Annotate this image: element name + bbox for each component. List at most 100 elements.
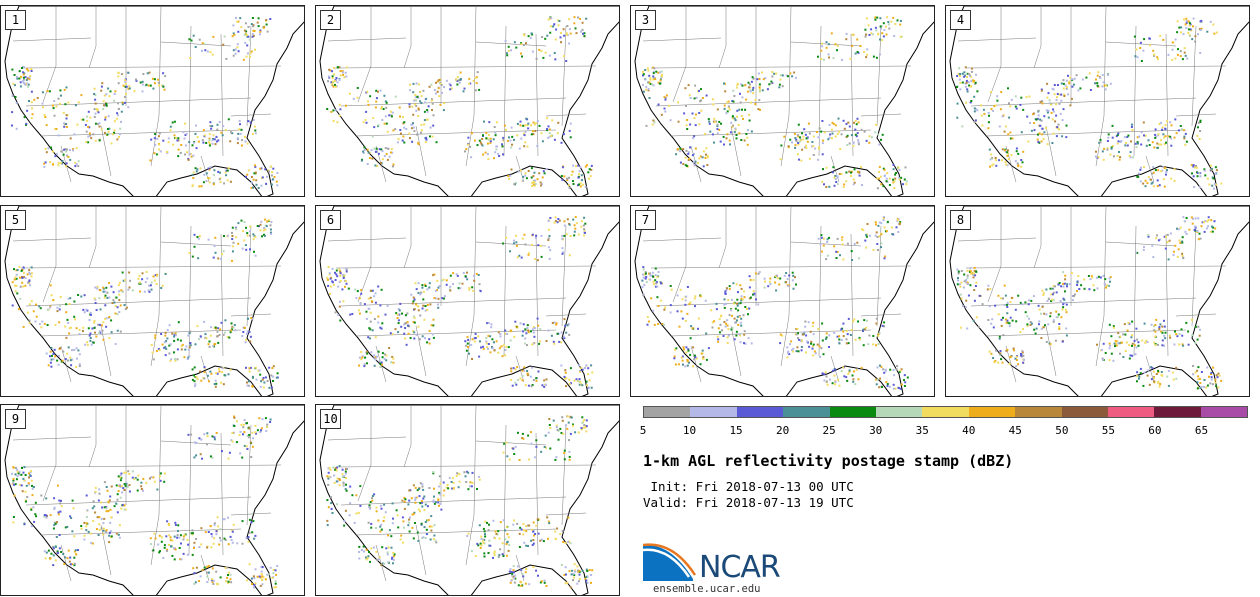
reflectivity-map [319, 6, 619, 196]
colorbar-tick-label: 10 [682, 424, 697, 437]
state-boundary [327, 37, 407, 42]
coastline-outline [949, 206, 1249, 396]
state-boundary [12, 436, 92, 441]
state-boundary [545, 512, 587, 516]
colorbar-tick-label: 60 [1148, 424, 1162, 437]
state-boundary [965, 265, 1227, 269]
colorbar-tick-label: 20 [775, 424, 790, 437]
state-boundary [957, 37, 1037, 42]
coastline-outline [319, 6, 619, 196]
state-boundary [860, 113, 902, 117]
state-boundary [1145, 155, 1155, 183]
state-boundary [20, 265, 282, 269]
state-boundary [40, 329, 242, 337]
state-boundary [42, 6, 57, 103]
member-number-label: 3 [635, 10, 656, 30]
state-boundary [220, 432, 224, 556]
colorbar-tick-label: 55 [1101, 424, 1115, 437]
colorbar-segment [1154, 407, 1201, 417]
state-boundary [850, 233, 854, 357]
state-boundary [655, 297, 882, 307]
state-boundary [690, 145, 702, 183]
state-boundary [1105, 241, 1177, 247]
state-boundary [100, 125, 112, 177]
ensemble-member-panel: 5 [0, 205, 305, 397]
state-boundary [718, 6, 727, 69]
member-number-label: 7 [635, 210, 656, 230]
state-boundary [335, 265, 597, 269]
state-boundary [465, 6, 477, 167]
colorbar-tick-label: 35 [915, 424, 929, 437]
state-boundary [1165, 233, 1169, 357]
state-boundary [1033, 6, 1042, 69]
state-boundary [188, 424, 192, 556]
state-boundary [970, 297, 1197, 307]
state-boundary [415, 325, 427, 377]
state-boundary [850, 33, 854, 157]
state-boundary [335, 65, 597, 69]
colorbar-tick-label: 65 [1194, 424, 1209, 437]
ensemble-member-panel: 3 [630, 5, 935, 197]
reflectivity-map [319, 206, 619, 396]
state-boundary [25, 97, 252, 107]
state-boundary [1045, 325, 1057, 377]
state-boundary [503, 25, 507, 157]
coastline-outline [4, 405, 304, 595]
state-boundary [1175, 313, 1217, 317]
state-boundary [403, 6, 412, 69]
state-boundary [25, 496, 252, 506]
state-boundary [876, 25, 882, 127]
state-boundary [42, 405, 57, 502]
member-number-label: 2 [320, 10, 341, 30]
state-boundary [1175, 113, 1217, 117]
state-boundary [403, 405, 412, 468]
reflectivity-echoes [326, 16, 593, 189]
state-boundary [670, 329, 872, 337]
state-boundary [335, 464, 597, 468]
state-boundary [150, 6, 162, 167]
state-boundary [88, 206, 97, 269]
website-url[interactable]: ensemble.ucar.edu [653, 583, 761, 595]
state-boundary [655, 97, 882, 107]
state-boundary [535, 432, 539, 556]
reflectivity-echoes [326, 415, 594, 589]
colorbar-segment [829, 407, 876, 417]
coastline-outline [4, 6, 304, 196]
state-boundary [985, 129, 1187, 137]
state-boundary [327, 237, 407, 242]
state-boundary [970, 97, 1197, 107]
state-boundary [357, 6, 372, 103]
state-boundary [200, 355, 210, 383]
state-boundary [357, 206, 372, 303]
state-boundary [375, 544, 387, 582]
member-number-label: 1 [5, 10, 26, 30]
state-boundary [1033, 206, 1042, 269]
state-boundary [780, 206, 792, 367]
state-boundary [230, 113, 272, 117]
ensemble-member-panel: 1 [0, 5, 305, 197]
state-boundary [690, 345, 702, 383]
state-boundary [465, 206, 477, 367]
state-boundary [642, 237, 722, 242]
state-boundary [561, 424, 567, 526]
colorbar-segment [1200, 407, 1248, 417]
state-boundary [1133, 225, 1137, 357]
coastline-outline [4, 206, 304, 396]
state-boundary [987, 206, 1002, 303]
ncar-logo-icon [643, 543, 697, 581]
reflectivity-echoes [11, 218, 279, 389]
colorbar-tick-labels: 5 10 15 20 25 30 35 40 45 50 55 60 65 [640, 424, 1248, 438]
state-boundary [1095, 206, 1107, 367]
state-boundary [160, 41, 232, 47]
colorbar-segment [783, 407, 830, 417]
state-boundary [340, 97, 567, 107]
state-boundary [475, 440, 547, 446]
member-number-label: 6 [320, 210, 341, 230]
state-boundary [188, 25, 192, 157]
state-boundary [60, 544, 72, 582]
colorbar-segment [644, 407, 691, 417]
member-number-label: 10 [320, 409, 341, 429]
state-boundary [535, 33, 539, 157]
state-boundary [12, 237, 92, 242]
state-boundary [475, 41, 547, 47]
